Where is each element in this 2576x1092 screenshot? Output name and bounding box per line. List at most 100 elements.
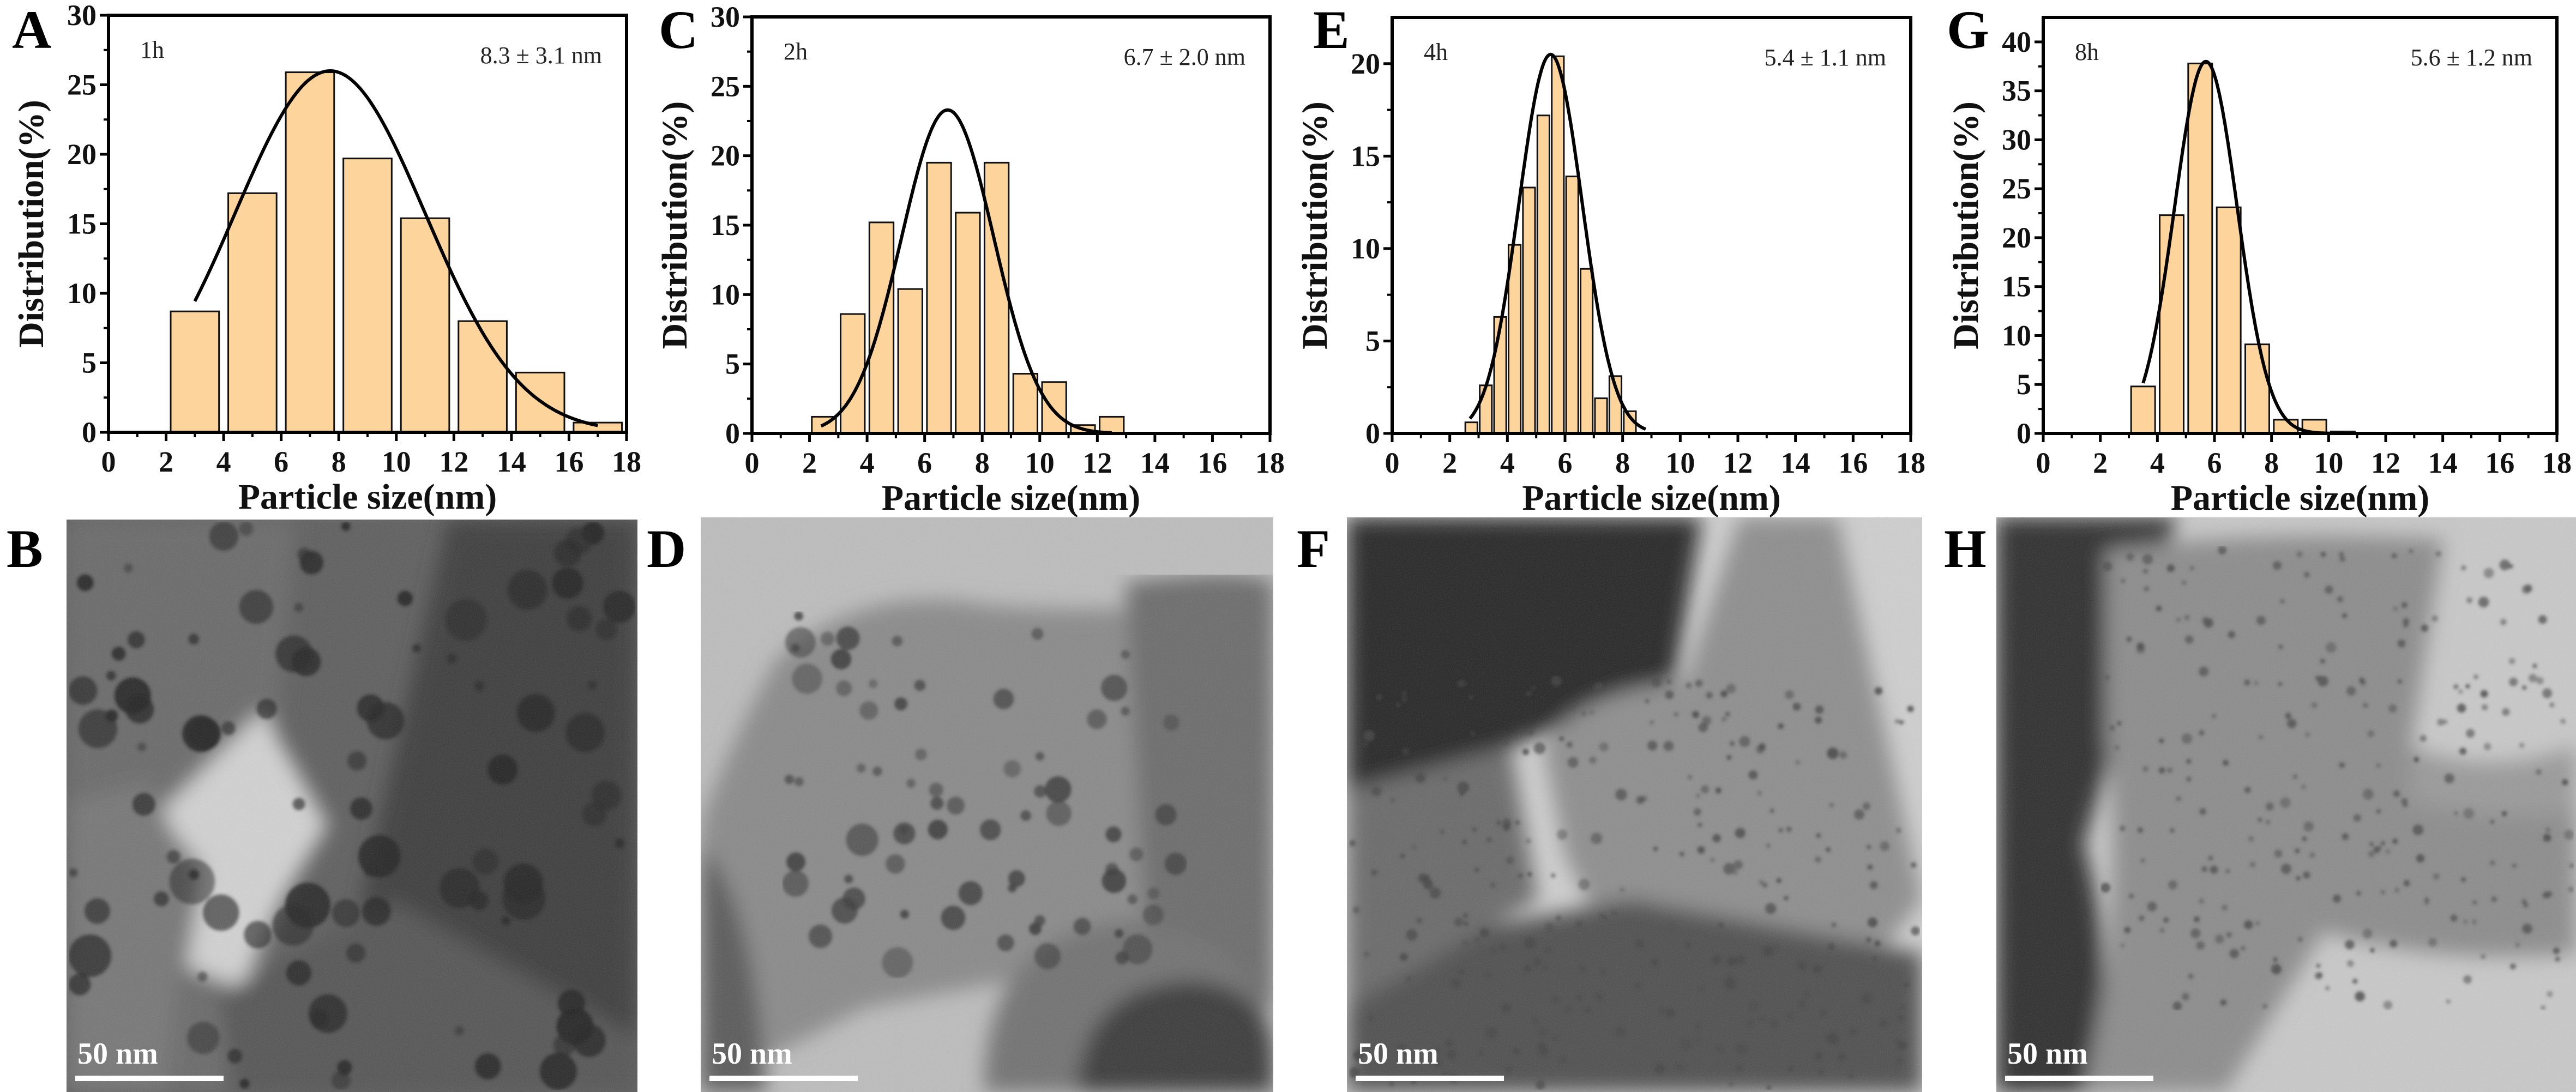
x-tick-label: 4	[1500, 447, 1515, 479]
tem-image-f: F 50 nm	[1297, 517, 1922, 1092]
mean-size-annotation: 6.7 ± 2.0 nm	[1124, 44, 1245, 70]
histogram-bar	[170, 310, 220, 433]
y-tick-label: 10	[711, 278, 740, 311]
mean-size-annotation: 8.3 ± 3.1 nm	[480, 42, 602, 69]
scale-bar	[2005, 1076, 2153, 1081]
y-tick-label: 25	[67, 69, 97, 101]
x-tick-label: 18	[1255, 447, 1285, 479]
x-tick-label: 0	[101, 445, 116, 478]
y-tick-label: 15	[2002, 270, 2031, 303]
y-tick-label: 30	[711, 1, 740, 33]
x-tick-label: 0	[1385, 447, 1400, 479]
histogram-bar	[1580, 268, 1594, 435]
histogram-bar	[400, 217, 450, 433]
x-tick-label: 14	[2428, 447, 2458, 479]
tem-content	[1347, 517, 1922, 1092]
scale-bar-label: 50 nm	[77, 1037, 158, 1071]
histogram-bar	[1522, 186, 1536, 435]
y-tick-label: 5	[82, 347, 97, 379]
y-tick-label: 5	[2017, 368, 2031, 401]
histogram-bar	[1565, 176, 1579, 435]
plot-frame	[1391, 16, 1912, 435]
histogram-panel-c: C 0 2 4 6 8 10 12 14 16 18 0 5 10 15 20 25 30 Particle siz…	[655, 0, 1285, 518]
panel-letter: D	[647, 518, 686, 579]
x-tick-label: 8	[2264, 447, 2279, 479]
histogram-bar	[285, 71, 335, 433]
tem-image-h: H 50 nm	[1944, 517, 2576, 1092]
y-tick-label: 5	[1365, 324, 1380, 357]
x-tick-label: 18	[612, 445, 641, 478]
histogram-bar	[897, 288, 923, 435]
histogram-bar	[1041, 381, 1067, 435]
y-tick-label: 10	[1351, 232, 1380, 265]
x-tick-label: 6	[1558, 447, 1573, 479]
y-tick-label: 35	[2002, 75, 2031, 107]
x-tick-label: 16	[2485, 447, 2514, 479]
panel-letter: A	[12, 0, 51, 60]
histogram-bar	[1464, 421, 1478, 435]
gaussian-fit-line	[1468, 52, 1647, 431]
tem-noise	[67, 520, 637, 1092]
y-tick-label: 20	[711, 140, 740, 172]
tem-micrograph-picture	[67, 520, 637, 1092]
x-tick-label: 10	[1665, 447, 1695, 479]
y-tick-label: 0	[82, 416, 97, 449]
panel-letter: G	[1947, 0, 1989, 60]
x-tick-label: 2	[159, 445, 173, 478]
scale-bar-label: 50 nm	[712, 1037, 792, 1071]
y-tick-label: 0	[725, 417, 740, 450]
tem-micrograph-picture	[1996, 517, 2576, 1092]
plot-frame	[2042, 16, 2559, 435]
tem-content	[701, 517, 1273, 1092]
x-tick-label: 16	[554, 445, 583, 478]
histogram-bar	[926, 161, 952, 435]
x-tick-label: 2	[1442, 447, 1457, 479]
panel-letter: E	[1313, 0, 1350, 60]
y-tick-label: 30	[2002, 123, 2031, 156]
y-tick-label: 10	[2002, 319, 2031, 352]
y-axis-label: Distribution(%)	[1295, 101, 1335, 349]
tem-noise	[1996, 517, 2576, 1092]
x-tick-label: 18	[2542, 447, 2572, 479]
sample-time-label: 4h	[1424, 39, 1448, 65]
sample-time-label: 8h	[2075, 39, 2099, 65]
scale-bar-label: 50 nm	[1358, 1037, 1439, 1071]
mean-size-annotation: 5.4 ± 1.1 nm	[1765, 44, 1886, 71]
x-tick-label: 0	[745, 447, 760, 479]
tem-image-b: B 50 nm	[7, 518, 637, 1092]
histogram-bar	[458, 320, 508, 433]
panel-letter: C	[659, 0, 698, 60]
y-tick-label: 0	[2017, 417, 2031, 450]
scale-bar	[1356, 1076, 1504, 1081]
y-axis-label: Distribution(%)	[11, 100, 51, 348]
histogram-bar	[955, 212, 981, 435]
y-tick-label: 20	[2002, 221, 2031, 254]
histogram-bar	[2130, 385, 2156, 435]
x-tick-label: 4	[2150, 447, 2165, 479]
y-tick-label: 15	[67, 208, 97, 240]
histogram-bar	[2159, 214, 2184, 435]
scale-bar	[75, 1076, 224, 1081]
tem-micrograph-picture	[1347, 517, 1922, 1092]
histogram-bar	[1594, 397, 1608, 435]
x-tick-label: 12	[1723, 447, 1753, 479]
y-tick-label: 40	[2002, 26, 2031, 58]
y-tick-label: 20	[1351, 47, 1380, 80]
x-tick-label: 8	[975, 447, 990, 479]
x-tick-label: 10	[1025, 447, 1055, 479]
histogram-panel-g: G 0 2 4 6 8 10 12 14 16 18 0 5 10 15 20 25 30 35 40 Particle…	[1946, 0, 2572, 518]
y-tick-label: 5	[725, 348, 740, 381]
x-axis-label: Particle size(nm)	[1522, 478, 1781, 518]
histogram-bar	[1479, 384, 1493, 435]
scale-bar-label: 50 nm	[2007, 1037, 2088, 1071]
x-tick-label: 12	[2371, 447, 2400, 479]
x-axis-label: Particle size(nm)	[238, 477, 497, 517]
histogram-bar	[2187, 62, 2213, 435]
y-axis-label: Distribution(%)	[655, 101, 695, 349]
y-tick-label: 15	[1351, 140, 1380, 172]
y-tick-label: 15	[711, 209, 740, 242]
panel-letter: H	[1944, 518, 1987, 579]
x-tick-label: 6	[274, 445, 288, 478]
